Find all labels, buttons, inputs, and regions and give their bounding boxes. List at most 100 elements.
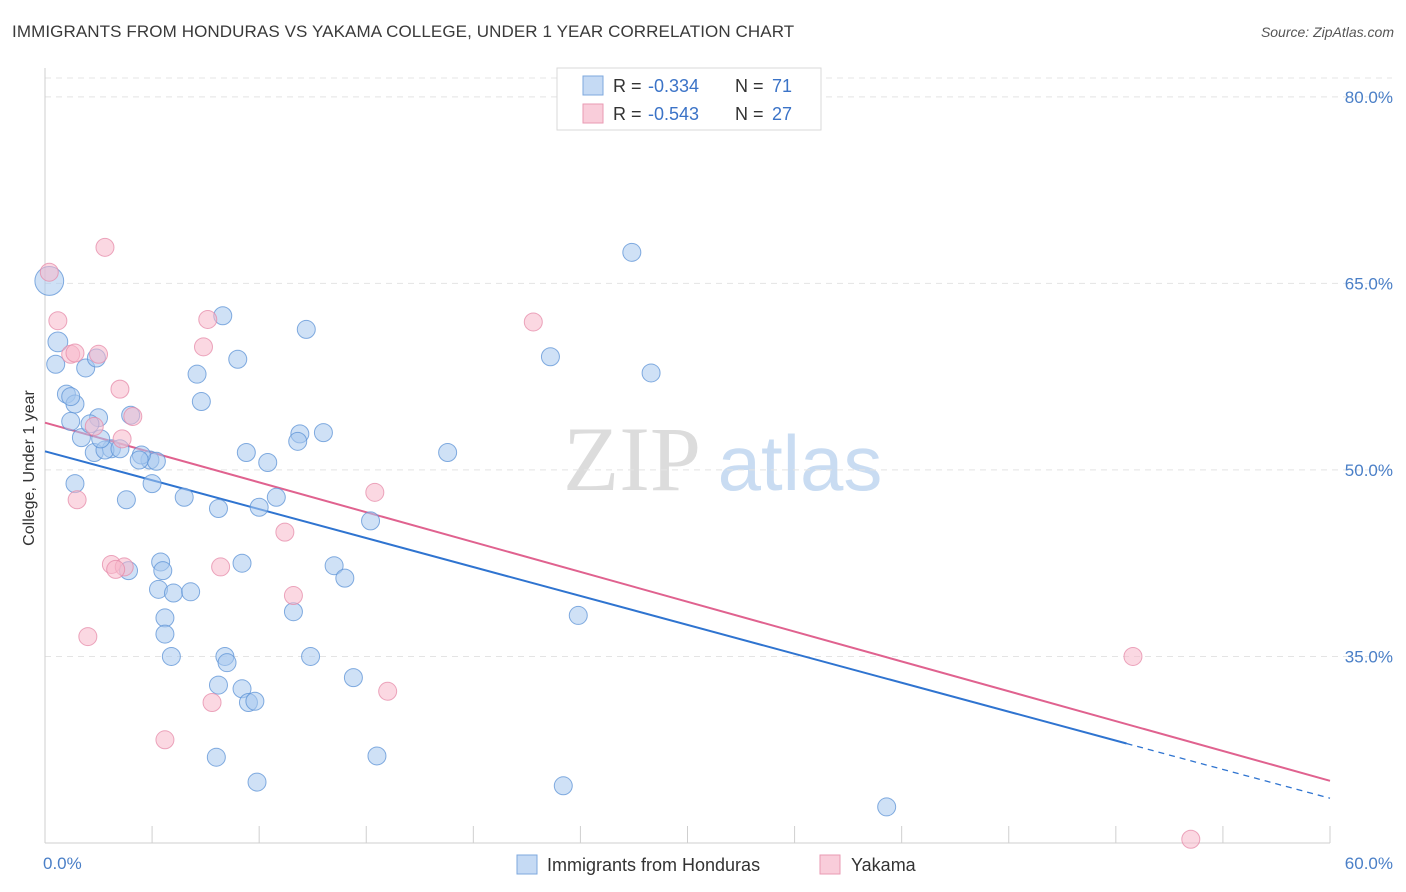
honduras-point — [65, 474, 85, 494]
yakama-point — [1123, 646, 1143, 666]
yakama-point — [89, 344, 109, 364]
honduras-point — [181, 582, 201, 602]
legend-swatch-blue — [582, 75, 604, 96]
honduras-point — [296, 319, 316, 339]
honduras-point — [553, 776, 573, 796]
honduras-point — [877, 797, 897, 817]
honduras-point — [155, 624, 175, 644]
legend-bottom-label-honduras: Immigrants from Honduras — [547, 855, 760, 875]
yakama-point — [275, 522, 295, 542]
y-axis-label: College, Under 1 year — [21, 390, 38, 546]
yakama-point — [84, 416, 104, 436]
honduras-point — [641, 363, 661, 383]
yakama-trend-line — [44, 421, 1331, 782]
legend-r-label: R = — [613, 76, 642, 96]
y-tick-label: 50.0% — [1345, 461, 1393, 480]
y-tick-label: 65.0% — [1345, 274, 1393, 293]
honduras-point — [622, 242, 642, 262]
trend-lines — [44, 421, 1331, 799]
honduras-point — [247, 772, 267, 792]
honduras-point — [46, 354, 66, 374]
data-points — [34, 237, 1201, 849]
honduras-point — [71, 428, 91, 448]
yakama-point — [193, 337, 213, 357]
honduras-trend-extension — [1126, 742, 1331, 799]
honduras-point — [174, 487, 194, 507]
honduras-point — [208, 498, 228, 518]
yakama-point — [155, 730, 175, 750]
honduras-point — [361, 511, 381, 531]
series-honduras-points — [34, 242, 897, 817]
honduras-point — [313, 423, 333, 443]
honduras-point — [232, 553, 252, 573]
honduras-point — [153, 561, 173, 581]
honduras-point — [301, 646, 321, 666]
honduras-point — [228, 349, 248, 369]
watermark: ZIP atlas — [563, 408, 882, 510]
honduras-point — [324, 556, 344, 576]
yakama-point — [112, 429, 132, 449]
yakama-point — [65, 343, 85, 363]
honduras-point — [116, 490, 136, 510]
watermark-atlas: atlas — [718, 419, 883, 507]
x-tick-label: 60.0% — [1345, 854, 1393, 873]
yakama-point — [202, 692, 222, 712]
honduras-point — [249, 497, 269, 517]
axes — [44, 68, 1331, 844]
honduras-point — [155, 608, 175, 628]
honduras-point — [540, 347, 560, 367]
yakama-point — [211, 557, 231, 577]
honduras-point — [142, 474, 162, 494]
series-yakama-points — [39, 237, 1201, 849]
legend-bottom: Immigrants from Honduras Yakama — [516, 854, 917, 875]
honduras-point — [335, 568, 355, 588]
yakama-point — [123, 406, 143, 426]
legend-n-label: N = — [735, 76, 764, 96]
yakama-point — [378, 681, 398, 701]
yakama-point — [78, 627, 98, 647]
legend-r-value: -0.334 — [648, 76, 699, 96]
x-tick-label: 0.0% — [43, 854, 82, 873]
honduras-trend-line — [44, 450, 1127, 745]
yakama-point — [1181, 829, 1201, 849]
honduras-point — [568, 605, 588, 625]
yakama-point — [523, 312, 543, 332]
yakama-point — [67, 490, 87, 510]
tick-labels: 80.0% 65.0% 50.0% 35.0% 0.0% 60.0% — [43, 88, 1393, 873]
yakama-point — [106, 559, 126, 579]
honduras-point — [236, 443, 256, 463]
honduras-point — [129, 450, 149, 470]
honduras-point — [161, 646, 181, 666]
honduras-point — [266, 487, 286, 507]
legend-n-label: N = — [735, 104, 764, 124]
y-tick-label: 80.0% — [1345, 88, 1393, 107]
yakama-point — [283, 586, 303, 606]
legend-top: R = -0.334 N = 71 R = -0.543 N = 27 — [556, 67, 822, 131]
honduras-point — [217, 653, 237, 673]
y-tick-label: 35.0% — [1345, 647, 1393, 666]
honduras-point — [208, 675, 228, 695]
legend-r-value: -0.543 — [648, 104, 699, 124]
legend-bottom-label-yakama: Yakama — [851, 855, 917, 875]
honduras-point — [343, 668, 363, 688]
yakama-point — [198, 309, 218, 329]
honduras-point — [47, 331, 69, 353]
legend-bottom-swatch-pink — [819, 854, 841, 875]
legend-r-label: R = — [613, 104, 642, 124]
legend-swatch-pink — [582, 103, 604, 124]
honduras-point — [164, 583, 183, 603]
yakama-point — [110, 379, 130, 399]
honduras-point — [288, 431, 308, 451]
legend-bottom-swatch-blue — [516, 854, 538, 875]
honduras-point — [187, 364, 207, 384]
legend-n-value: 71 — [772, 76, 792, 96]
honduras-point — [283, 602, 303, 622]
honduras-point — [258, 452, 278, 472]
honduras-point — [367, 746, 387, 766]
yakama-point — [48, 311, 68, 331]
yakama-point — [39, 262, 59, 282]
legend-n-value: 27 — [772, 104, 792, 124]
honduras-point — [61, 387, 81, 407]
yakama-point — [365, 482, 385, 502]
